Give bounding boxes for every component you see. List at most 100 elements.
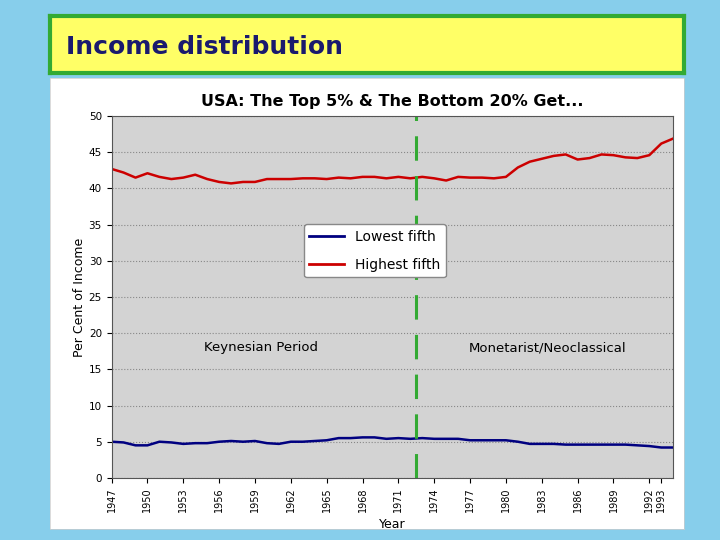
Lowest fifth — [203, 440, 212, 447]
Lowest fifth — [633, 442, 642, 449]
Highest fifth — [477, 174, 486, 181]
Lowest fifth — [263, 440, 271, 447]
Highest fifth — [442, 177, 451, 184]
Lowest fifth — [573, 441, 582, 448]
Lowest fifth — [370, 434, 379, 441]
Lowest fifth — [334, 435, 343, 441]
Lowest fifth — [430, 436, 438, 442]
Lowest fifth — [120, 439, 128, 446]
Highest fifth — [549, 153, 558, 159]
Lowest fifth — [394, 435, 402, 441]
Highest fifth — [203, 176, 212, 183]
Lowest fifth — [215, 438, 223, 445]
Lowest fifth — [513, 438, 522, 445]
Lowest fifth — [359, 434, 367, 441]
Highest fifth — [370, 174, 379, 180]
Highest fifth — [394, 174, 402, 180]
Highest fifth — [537, 156, 546, 162]
Highest fifth — [274, 176, 283, 183]
Lowest fifth — [287, 438, 295, 445]
Text: Monetarist/Neoclassical: Monetarist/Neoclassical — [469, 341, 626, 354]
Highest fifth — [418, 174, 426, 180]
Highest fifth — [454, 174, 462, 180]
Lowest fifth — [251, 438, 259, 444]
Highest fifth — [359, 174, 367, 180]
Highest fifth — [502, 174, 510, 180]
Title: USA: The Top 5% & The Bottom 20% Get...: USA: The Top 5% & The Bottom 20% Get... — [201, 94, 584, 110]
Lowest fifth — [621, 441, 630, 448]
Highest fifth — [609, 152, 618, 158]
Lowest fifth — [454, 436, 462, 442]
Lowest fifth — [537, 441, 546, 447]
Highest fifth — [120, 170, 128, 176]
Highest fifth — [645, 152, 654, 158]
Lowest fifth — [299, 438, 307, 445]
Highest fifth — [633, 155, 642, 161]
Highest fifth — [597, 151, 606, 158]
Lowest fifth — [490, 437, 498, 443]
Y-axis label: Per Cent of Income: Per Cent of Income — [73, 238, 86, 356]
Highest fifth — [167, 176, 176, 183]
Lowest fifth — [657, 444, 665, 451]
Highest fifth — [323, 176, 331, 183]
Highest fifth — [621, 154, 630, 160]
Highest fifth — [251, 179, 259, 185]
Lowest fifth — [645, 443, 654, 449]
Line: Highest fifth: Highest fifth — [112, 139, 673, 184]
Lowest fifth — [155, 438, 163, 445]
Highest fifth — [227, 180, 235, 187]
Line: Lowest fifth: Lowest fifth — [112, 437, 673, 448]
Highest fifth — [490, 175, 498, 181]
Lowest fifth — [585, 441, 594, 448]
Lowest fifth — [143, 442, 152, 449]
Highest fifth — [382, 175, 391, 181]
Lowest fifth — [502, 437, 510, 443]
Lowest fifth — [167, 439, 176, 446]
Lowest fifth — [526, 441, 534, 447]
Lowest fifth — [179, 441, 188, 447]
Highest fifth — [669, 136, 678, 142]
Lowest fifth — [418, 435, 426, 441]
Text: Income distribution: Income distribution — [66, 36, 343, 59]
Highest fifth — [310, 175, 319, 181]
Highest fifth — [406, 175, 415, 181]
Highest fifth — [179, 174, 188, 181]
Lowest fifth — [346, 435, 355, 441]
Highest fifth — [155, 174, 163, 180]
Highest fifth — [143, 170, 152, 177]
Lowest fifth — [406, 436, 415, 442]
Lowest fifth — [274, 441, 283, 447]
Legend: Lowest fifth, Highest fifth: Lowest fifth, Highest fifth — [304, 224, 446, 278]
Highest fifth — [573, 156, 582, 163]
Highest fifth — [191, 172, 199, 178]
Lowest fifth — [227, 438, 235, 444]
Highest fifth — [263, 176, 271, 183]
Text: Keynesian Period: Keynesian Period — [204, 341, 318, 354]
Lowest fifth — [239, 438, 248, 445]
Highest fifth — [131, 174, 140, 181]
Lowest fifth — [466, 437, 474, 443]
Lowest fifth — [597, 441, 606, 448]
Lowest fifth — [549, 441, 558, 447]
Highest fifth — [466, 174, 474, 181]
Highest fifth — [346, 175, 355, 181]
Highest fifth — [657, 140, 665, 147]
Highest fifth — [585, 155, 594, 161]
Lowest fifth — [442, 436, 451, 442]
Highest fifth — [526, 158, 534, 165]
Highest fifth — [299, 175, 307, 181]
Lowest fifth — [107, 438, 116, 445]
Lowest fifth — [562, 441, 570, 448]
Highest fifth — [215, 179, 223, 185]
Lowest fifth — [191, 440, 199, 447]
Highest fifth — [334, 174, 343, 181]
Lowest fifth — [131, 442, 140, 449]
Highest fifth — [513, 164, 522, 171]
Highest fifth — [287, 176, 295, 183]
Lowest fifth — [609, 441, 618, 448]
Highest fifth — [239, 179, 248, 185]
Lowest fifth — [669, 444, 678, 451]
Lowest fifth — [477, 437, 486, 443]
Highest fifth — [562, 151, 570, 158]
Lowest fifth — [382, 436, 391, 442]
